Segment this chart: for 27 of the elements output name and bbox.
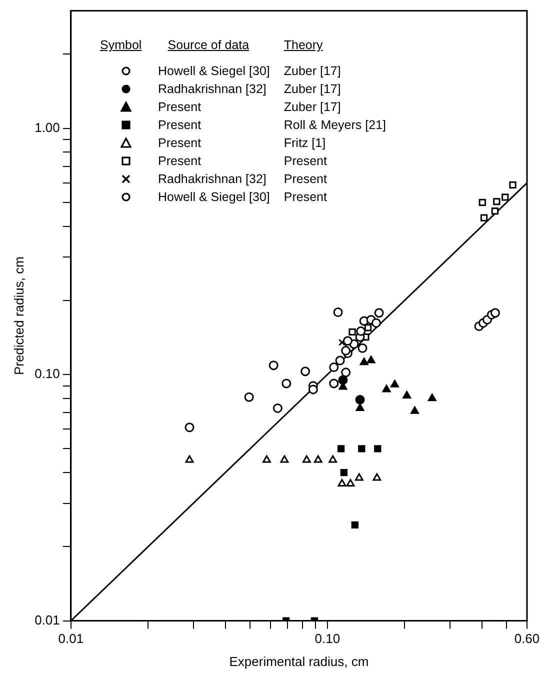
annotation: Roll & Meyers [21]: [284, 117, 387, 134]
annotation: Theory: [284, 37, 324, 54]
x-tick-label: 0.60: [514, 631, 540, 646]
x-axis-title: Experimental radius, cm: [229, 654, 369, 669]
x-tick-label: 0.10: [314, 631, 340, 646]
annotation: Zuber [17]: [284, 81, 342, 98]
y-tick-label: 0.10: [34, 366, 60, 382]
legend-label: Radhakrishnan [32]: [158, 81, 268, 98]
annotation: Present: [284, 171, 328, 188]
x-tick-label: 0.01: [58, 631, 84, 646]
annotation: Present: [284, 153, 328, 170]
legend-label: Present: [158, 135, 202, 152]
annotation: Source of data: [168, 37, 250, 54]
annotation: Zuber [17]: [284, 99, 342, 116]
y-tick-label: 1.00: [34, 120, 60, 135]
annotation: Zuber [17]: [284, 63, 342, 80]
legend-label: Present: [158, 99, 202, 116]
legend-label: Present: [158, 153, 202, 170]
legend-label: Present: [158, 117, 202, 134]
annotation: Present: [284, 189, 328, 206]
annotation: Fritz [1]: [284, 135, 327, 152]
legend-label: Howell & Siegel [30]: [158, 189, 271, 206]
y-axis-title: Predicted radius, cm: [11, 256, 26, 376]
legend-label: Radhakrishnan [32]: [158, 171, 268, 188]
annotation: Symbol: [100, 37, 143, 54]
y-tick-label: 0.01: [34, 612, 60, 628]
legend-label: Howell & Siegel [30]: [158, 63, 271, 80]
